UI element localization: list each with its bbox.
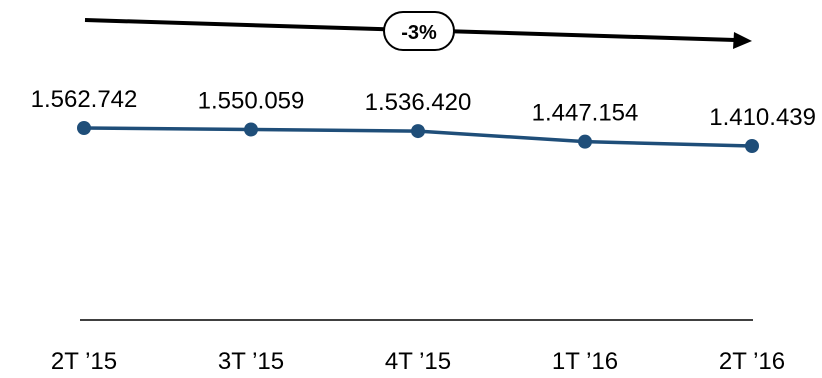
data-point-3 [411, 124, 425, 139]
series-layer [77, 121, 759, 153]
trend-badge [383, 11, 455, 51]
value-label-2: 1.550.059 [198, 87, 305, 114]
value-label-5: 1.410.439 [709, 104, 816, 131]
data-point-5 [745, 139, 759, 153]
data-point-2 [244, 122, 258, 137]
data-point-4 [578, 134, 592, 149]
trend-arrow-head [733, 32, 752, 49]
value-label-1: 1.562.742 [31, 86, 138, 113]
value-label-4: 1.447.154 [532, 100, 639, 127]
trend-badge-label: -3% [401, 22, 437, 44]
x-tick-label-1: 2T ’15 [51, 348, 117, 375]
x-tick-label-3: 4T ’15 [385, 348, 451, 375]
x-tick-labels: 2T ’15 3T ’15 4T ’15 1T ’16 2T ’16 [51, 348, 785, 375]
trend-annotation: -3% [84, 11, 752, 51]
x-tick-label-2: 3T ’15 [218, 348, 284, 375]
x-tick-label-5: 2T ’16 [719, 348, 785, 375]
x-tick-label-4: 1T ’16 [552, 348, 618, 375]
value-label-3: 1.536.420 [365, 89, 472, 116]
data-point-1 [77, 121, 91, 135]
value-labels: 1.562.742 1.550.059 1.536.420 1.447.154 1.41… [31, 86, 816, 131]
